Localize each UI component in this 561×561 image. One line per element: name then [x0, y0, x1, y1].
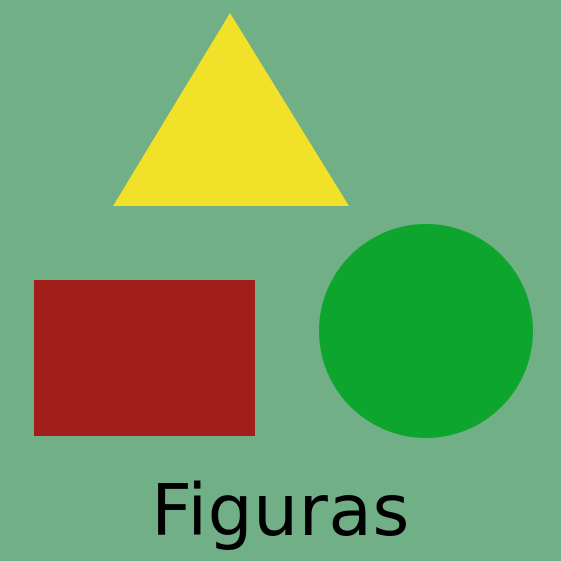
- red-rectangle: [34, 280, 255, 436]
- caption-title: Figuras: [151, 469, 410, 552]
- yellow-triangle: [113, 13, 349, 206]
- green-circle: [319, 224, 533, 438]
